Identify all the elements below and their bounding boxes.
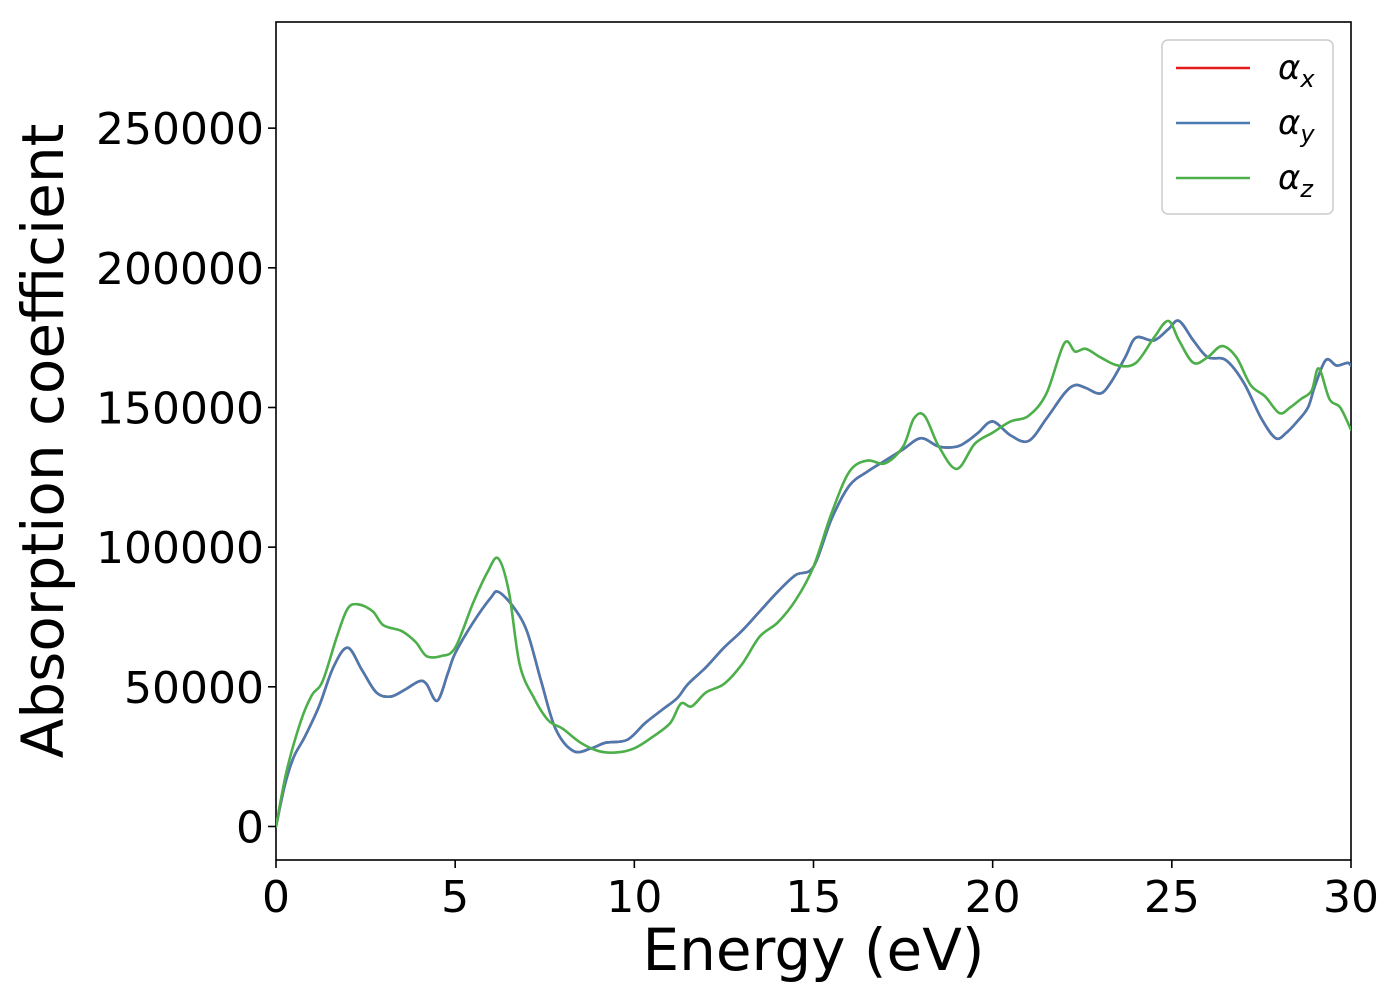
legend-label-x: αx [1278,48,1315,93]
legend-symbol: α [1278,158,1300,198]
y-axis: 0 50000 100000 150000 200000 250000 [96,104,276,853]
x-tick-label: 25 [1144,872,1200,923]
legend-label-z: αz [1278,158,1314,203]
series-layer [276,319,1351,828]
legend-symbol: α [1278,103,1300,143]
legend-symbol: α [1278,48,1300,88]
x-tick-label: 10 [606,872,662,923]
legend-label-y: αy [1278,103,1315,148]
y-tick-label: 0 [236,802,264,853]
x-axis: 0 5 10 15 20 25 30 [262,860,1379,923]
legend-subscript: z [1299,175,1314,203]
series-line-z [276,319,1351,828]
legend-frame [1161,39,1334,215]
y-axis-label: Absorption coefficient [9,124,77,759]
x-tick-label: 20 [965,872,1021,923]
y-tick-label: 50000 [124,663,264,714]
y-tick-label: 200000 [96,244,264,295]
x-tick-label: 30 [1323,872,1379,923]
x-tick-label: 5 [441,872,469,923]
y-tick-label: 100000 [96,523,264,574]
y-tick-label: 150000 [96,383,264,434]
x-tick-label: 15 [786,872,842,923]
x-tick-label: 0 [262,872,290,923]
legend-subscript: y [1299,120,1315,148]
legend-subscript: x [1299,65,1315,93]
x-axis-label: Energy (eV) [642,916,984,984]
y-tick-label: 250000 [96,104,264,155]
